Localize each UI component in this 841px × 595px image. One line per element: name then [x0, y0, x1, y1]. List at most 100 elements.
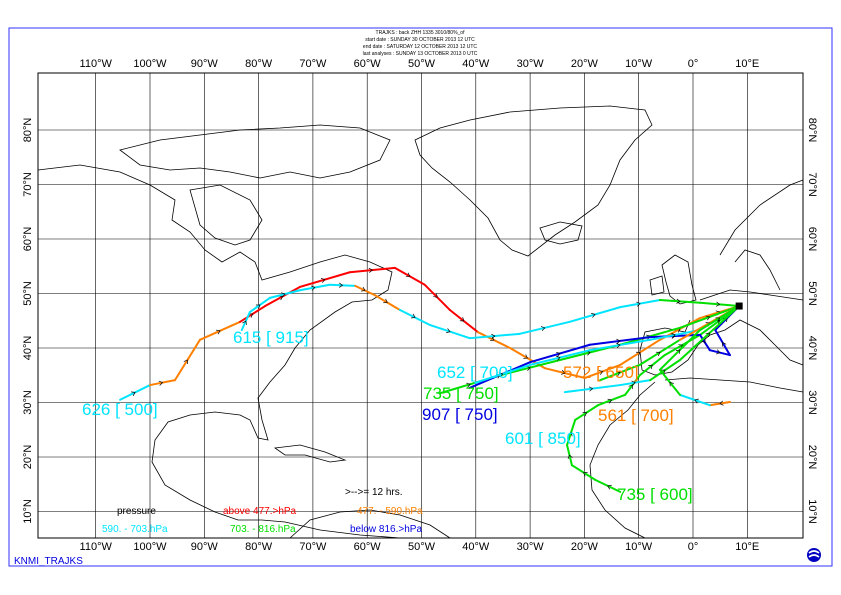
time-marker [719, 400, 724, 406]
lat-tick-right: 70°N [806, 172, 818, 197]
header-line-1: start date : SUNDAY 30 OCTOBER 2013 12 U… [365, 37, 475, 43]
time-marker [588, 386, 594, 392]
time-marker [607, 484, 612, 490]
time-marker [255, 304, 261, 309]
lon-tick-top: 100°W [133, 58, 167, 70]
legend: >-->= 12 hrs. pressure above 477.>hPa 47… [102, 487, 423, 535]
legend-interval: >-->= 12 hrs. [345, 487, 403, 498]
greenland-coast [414, 105, 653, 257]
time-marker [694, 398, 699, 404]
lat-tick-right: 50°N [806, 281, 818, 306]
lat-tick-right: 10°N [806, 499, 818, 524]
trajectories [119, 266, 741, 493]
time-marker [311, 285, 316, 291]
trajectory-label: 652 [ 700] [437, 363, 513, 382]
trajectory [563, 305, 741, 394]
trajectory-label: 615 [ 915] [233, 328, 309, 347]
lat-tick-right: 80°N [806, 118, 818, 143]
time-marker [498, 372, 504, 378]
lon-tick-top: 10°E [735, 58, 759, 70]
time-marker [158, 380, 164, 386]
time-marker [540, 326, 546, 332]
end-point-marker [735, 302, 743, 310]
ireland-coast [649, 275, 665, 296]
lon-tick-top: 110°W [80, 58, 113, 70]
lat-tick-left: 60°N [22, 227, 34, 252]
header-line-0: TRAJKS : back ZHH 1335 3010/80%_of [376, 30, 466, 36]
lon-tick-top: 90°W [191, 58, 219, 70]
trajectory [119, 266, 741, 401]
legend-class-below: below 816.>hPa [350, 524, 422, 535]
graticule [38, 73, 803, 538]
lon-tick-bottom: 10°E [735, 541, 759, 553]
lon-tick-top: 50°W [408, 58, 436, 70]
time-marker [705, 332, 711, 337]
europe-coast [639, 289, 804, 376]
south-america-coast [289, 509, 451, 539]
legend-class-590-703: 590. - 703.hPa [102, 524, 168, 535]
lat-tick-left: 70°N [22, 172, 34, 197]
time-marker [616, 343, 621, 349]
time-marker [459, 317, 465, 322]
trajectory [658, 305, 741, 407]
trajectory-label: 735 [ 600] [617, 485, 693, 504]
lat-tick-left: 80°N [22, 118, 34, 143]
time-marker [368, 267, 373, 273]
arctic-islands-coast [119, 124, 391, 179]
trajectory-label: 735 [ 750] [423, 384, 499, 403]
legend-class-477-590: 477. - 590.hPa [357, 506, 423, 517]
time-marker [338, 282, 344, 288]
trajectory-label: 572 [ 650] [563, 363, 639, 382]
lat-tick-left: 30°N [22, 390, 34, 415]
cuba-coast [273, 444, 347, 463]
knmi-logo [807, 548, 821, 562]
time-marker [583, 472, 588, 477]
uk-coast [661, 254, 697, 305]
time-marker [655, 351, 661, 357]
time-marker [715, 317, 721, 322]
lon-tick-bottom: 40°W [462, 541, 490, 553]
brand-label: KNMI_TRAJKS [14, 556, 83, 567]
time-marker [560, 369, 566, 375]
time-marker [320, 278, 326, 283]
trajectory [240, 282, 741, 340]
trajectory-label: 907 [ 750] [422, 405, 498, 424]
time-marker [556, 355, 561, 361]
time-marker [701, 338, 706, 344]
lat-tick-left: 10°N [22, 499, 34, 524]
lon-tick-top: 40°W [462, 58, 490, 70]
lat-tick-right: 60°N [806, 227, 818, 252]
lon-tick-top: 80°W [245, 58, 273, 70]
time-marker [591, 312, 596, 318]
trajectory-labels: 626 [ 500] 615 [ 915] 735 [ 600] 735 [ 750]… [82, 328, 693, 504]
time-marker [671, 333, 676, 339]
time-marker [523, 354, 528, 359]
time-marker [607, 398, 613, 404]
legend-class-above: above 477.>hPa [223, 506, 297, 517]
hudson-bay-coast [189, 184, 263, 246]
time-marker [582, 412, 588, 417]
legend-title: pressure [117, 506, 156, 517]
time-marker [648, 364, 653, 370]
time-marker [598, 370, 604, 375]
time-marker [636, 301, 641, 307]
lon-tick-bottom: 80°W [245, 541, 273, 553]
time-marker [383, 298, 388, 304]
time-marker [410, 313, 416, 319]
map-frame [37, 72, 804, 539]
lat-tick-right: 40°N [806, 336, 818, 361]
lon-tick-top: 30°W [517, 58, 545, 70]
lon-tick-bottom: 90°W [191, 541, 219, 553]
lat-tick-right: 30°N [806, 390, 818, 415]
time-marker [216, 329, 221, 335]
header-line-2: end date : SATURDAY 12 OCTOBER 2013 12 U… [363, 44, 478, 50]
lon-tick-top: 60°W [354, 58, 382, 70]
lat-tick-left: 50°N [22, 281, 34, 306]
time-marker [131, 391, 136, 397]
tick-labels: 110°W 110°W 100°W 100°W 90°W 90°W 80°W 80°W 70°W… [22, 58, 818, 553]
time-marker [631, 380, 636, 386]
time-marker [636, 351, 641, 357]
time-marker [567, 454, 573, 459]
time-marker [615, 371, 621, 377]
